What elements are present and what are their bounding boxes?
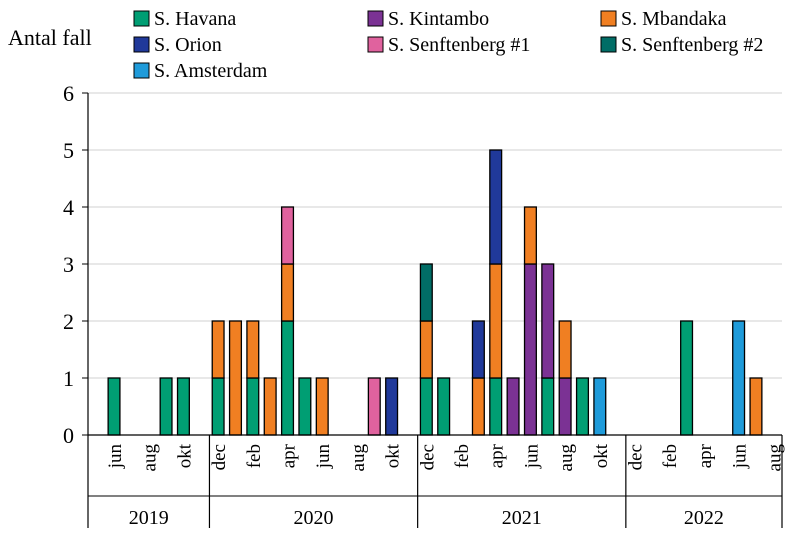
bar-segment [558,377,572,436]
bar-segment [732,320,746,436]
x-tick-label: aug [764,444,785,472]
bar-segment [228,320,243,436]
legend-label: S. Amsterdam [154,60,268,82]
legend-label: S. Kintambo [388,8,489,30]
y-tick-label: 2 [63,309,74,334]
legend-swatch [133,10,150,27]
legend-entry: S. Kintambo [367,8,489,30]
bar-segment [541,377,555,436]
bar-segment [280,320,295,436]
legend-label: S. Senftenberg #2 [621,34,763,56]
legend-label: S. Mbandaka [621,8,727,30]
legend-entry: S. Mbandaka [600,8,727,30]
y-tick-label: 6 [63,81,74,106]
y-tick-label: 3 [63,252,74,277]
x-tick-label: aug [556,444,577,472]
bar-segment [246,377,260,436]
x-tick-label: dec [209,444,230,470]
bar-segment [367,377,381,436]
y-axis-ticks: 0 1 2 3 4 5 6 [63,81,88,448]
x-tick-label: feb [452,444,473,468]
bar-segment [471,377,485,436]
x-tick-label: apr [487,443,508,468]
x-axis-year-labels: 2019 2020 2021 2022 [87,435,783,529]
year-label: 2019 [129,507,169,529]
x-tick-label: feb [244,444,265,468]
legend-label: S. Senftenberg #1 [388,34,530,56]
x-tick-label: dec [626,444,647,470]
bar-segment [280,206,295,265]
x-tick-label: okt [591,443,612,468]
bar-segment [558,320,572,379]
gridlines [88,92,782,379]
bar-segment [211,377,225,436]
bar-segment [315,377,329,436]
bar-segment [107,377,121,436]
x-tick-label: feb [660,444,681,468]
bar-segment [246,320,260,379]
legend-entry: S. Havana [133,8,236,30]
legend-swatch [133,36,150,53]
legend-entry: S. Amsterdam [133,60,268,82]
bar-segment [419,377,433,436]
bar-segment [419,263,433,322]
bar-segment [749,377,763,436]
legend-entry: S. Orion [133,34,222,56]
bar-segment [489,377,503,436]
y-tick-label: 1 [63,366,74,391]
bar-segment [506,377,520,436]
x-tick-label: jun [105,444,126,470]
bar-segment [593,377,607,436]
y-tick-label: 4 [63,195,74,220]
x-tick-label: apr [695,443,716,468]
bar-segment [541,263,555,379]
year-label: 2020 [294,507,334,529]
x-tick-label: okt [174,443,195,468]
bar-segment [489,149,503,265]
x-tick-label: jun [521,444,542,470]
bar-segment [680,320,694,436]
legend-label: S. Havana [154,8,236,30]
x-tick-label: jun [313,444,334,470]
x-tick-label: aug [348,444,369,472]
legend-swatch [133,62,150,79]
legend-label: S. Orion [154,34,222,56]
bar-segment [280,263,295,322]
y-tick-label: 5 [63,138,74,163]
y-tick-label: 0 [63,423,74,448]
x-tick-label: apr [279,443,300,468]
legend-swatch [367,36,384,53]
bar-segment [419,320,433,379]
bars [107,149,763,436]
legend: S. Havana S. Kintambo S. Mbandaka S. Orion S… [133,8,763,82]
x-axis-month-labels: jun aug okt dec feb apr jun aug okt dec feb apr jun a… [105,443,785,471]
bar-segment [176,377,190,436]
bar-segment [575,377,590,436]
x-tick-label: aug [140,444,161,472]
bar-segment [211,320,225,379]
year-label: 2022 [684,507,724,529]
bar-segment [263,377,277,436]
legend-entry: S. Senftenberg #2 [600,34,763,56]
axes [87,93,782,436]
legend-swatch [600,36,617,53]
bar-segment [298,377,312,436]
bar-segment [437,377,451,436]
x-tick-label: jun [730,444,751,470]
x-tick-label: okt [383,443,404,468]
bar-segment [471,320,485,379]
legend-swatch [600,10,617,27]
y-axis-label: Antal fall [8,25,92,50]
bar-segment [159,377,173,436]
year-label: 2021 [502,507,542,529]
bar-segment [385,377,399,436]
bar-segment [523,263,537,436]
legend-entry: S. Senftenberg #1 [367,34,530,56]
legend-swatch [367,10,384,27]
bar-segment [489,263,503,379]
x-tick-label: dec [417,444,438,470]
bar-segment [523,206,537,265]
